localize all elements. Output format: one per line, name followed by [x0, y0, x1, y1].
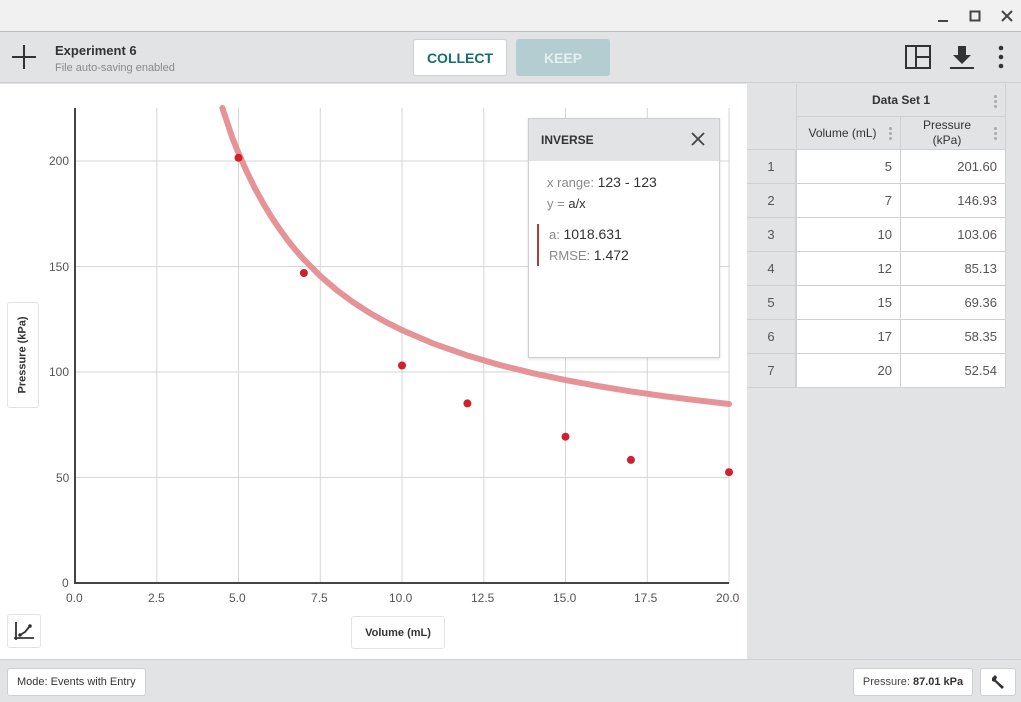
table-cell-volume[interactable]: 15	[796, 286, 901, 320]
close-icon	[691, 132, 705, 146]
column-2-label: Pressure (kPa)	[922, 118, 972, 147]
download-button[interactable]	[947, 42, 977, 72]
x-tick: 2.5	[148, 591, 165, 605]
row-index: 6	[747, 320, 796, 354]
table-cell-volume[interactable]: 7	[796, 184, 901, 218]
row-index: 7	[747, 354, 796, 388]
add-button[interactable]	[11, 44, 37, 70]
wrench-icon	[992, 675, 1004, 689]
minimize-button[interactable]	[933, 6, 953, 26]
inverse-fit-curve	[219, 105, 732, 407]
layout-button[interactable]	[903, 42, 933, 72]
y-tick: 150	[49, 260, 70, 274]
close-window-button[interactable]	[997, 6, 1017, 26]
more-menu-button[interactable]	[986, 42, 1016, 72]
x-tick: 20.0	[716, 591, 740, 605]
volume-column-menu-button[interactable]	[889, 127, 893, 141]
row-index: 2	[747, 184, 796, 218]
mode-button[interactable]: Mode: Events with Entry	[7, 668, 146, 696]
rmse-value: 1.472	[593, 247, 629, 263]
y-axis-label-button[interactable]: Pressure (kPa)	[7, 302, 39, 408]
table-cell-volume[interactable]: 17	[796, 320, 901, 354]
table-cell-volume[interactable]: 5	[796, 150, 901, 184]
x-tick: 12.5	[471, 591, 495, 605]
table-cell-pressure[interactable]: 85.13	[901, 252, 1006, 286]
x-range-label: x range:	[547, 175, 594, 190]
table-cell-pressure[interactable]: 58.35	[901, 320, 1006, 354]
rmse-label: RMSE:	[549, 248, 591, 263]
maximize-button[interactable]	[965, 6, 985, 26]
table-cell-pressure[interactable]: 146.93	[901, 184, 1006, 218]
x-tick: 7.5	[311, 591, 328, 605]
table-cell-volume[interactable]: 20	[796, 354, 901, 388]
autosave-status: File auto-saving enabled	[55, 62, 175, 74]
x-range-row: x range: 123 - 123	[547, 172, 719, 193]
more-vert-icon	[998, 45, 1004, 69]
pressure-column-menu-button[interactable]	[994, 127, 998, 141]
pressure-meter[interactable]: Pressure: 87.01 kPa	[853, 668, 973, 696]
fit-parameters: a: 1018.631 RMSE: 1.472	[537, 224, 719, 266]
row-index: 1	[747, 150, 796, 184]
graph-plot[interactable]	[0, 84, 747, 659]
dataset-menu-button[interactable]	[994, 95, 998, 109]
column-header-pressure[interactable]: Pressure (kPa)	[901, 117, 1006, 150]
dataset-title: Data Set 1	[871, 93, 931, 107]
x-tick: 5.0	[229, 591, 246, 605]
equation-row: y = a/x	[547, 193, 719, 214]
y-tick: 0	[62, 576, 69, 590]
graph-tools-icon	[14, 622, 34, 640]
close-icon	[1001, 10, 1013, 22]
meter-label: Pressure:	[862, 676, 910, 688]
popup-close-button[interactable]	[691, 132, 707, 148]
equation-label: y =	[547, 196, 565, 211]
y-axis-label: Pressure (kPa)	[17, 316, 30, 394]
column-header-volume[interactable]: Volume (mL)	[796, 117, 901, 150]
graph-panel: 0 50 100 150 200 0.0 2.5 5.0 7.5 10.0 12…	[0, 84, 747, 659]
x-tick: 17.5	[634, 591, 658, 605]
table-cell-pressure[interactable]: 201.60	[901, 150, 1006, 184]
table-cell-volume[interactable]: 10	[796, 218, 901, 252]
table-cell-pressure[interactable]: 52.54	[901, 354, 1006, 388]
row-index: 4	[747, 252, 796, 286]
y-tick: 100	[49, 365, 70, 379]
table-corner	[747, 84, 796, 150]
app-toolbar: Experiment 6 File auto-saving enabled CO…	[0, 32, 1021, 83]
minimize-icon	[938, 20, 948, 22]
row-index: 5	[747, 286, 796, 320]
collect-button[interactable]: COLLECT	[413, 39, 507, 76]
sensor-settings-button[interactable]	[980, 668, 1016, 696]
x-tick: 10.0	[389, 591, 413, 605]
table-cell-pressure[interactable]: 69.36	[901, 286, 1006, 320]
x-tick: 15.0	[553, 591, 577, 605]
dataset-header[interactable]: Data Set 1	[796, 84, 1006, 117]
popup-title: INVERSE	[529, 119, 719, 161]
x-axis-label-button[interactable]: Volume (mL)	[351, 616, 445, 649]
y-tick: 50	[56, 471, 70, 485]
a-label: a:	[549, 227, 560, 242]
row-index: 3	[747, 218, 796, 252]
download-icon	[950, 46, 974, 69]
column-1-label: Volume (mL)	[808, 126, 877, 140]
x-tick: 0.0	[66, 591, 83, 605]
data-table: Data Set 1 Volume (mL) Pressure (kPa) 1 …	[747, 84, 1021, 659]
maximize-icon	[969, 10, 981, 22]
equation-value: a/x	[568, 196, 586, 211]
a-value: 1018.631	[563, 226, 622, 242]
table-cell-volume[interactable]: 12	[796, 252, 901, 286]
curve-fit-popup: INVERSE x range: 123 - 123 y = a/x a: 10…	[528, 118, 720, 358]
status-bar: Mode: Events with Entry Pressure: 87.01 …	[0, 659, 1021, 702]
add-icon	[12, 45, 36, 69]
x-range-value: 123 - 123	[597, 174, 657, 190]
keep-button[interactable]: KEEP	[516, 39, 610, 76]
x-axis-label: Volume (mL)	[365, 626, 431, 639]
table-cell-pressure[interactable]: 103.06	[901, 218, 1006, 252]
experiment-title: Experiment 6	[55, 43, 137, 58]
y-tick: 200	[49, 154, 70, 168]
window-titlebar	[0, 0, 1021, 32]
meter-value: 87.01 kPa	[912, 676, 964, 688]
graph-tools-button[interactable]	[7, 614, 41, 648]
layout-icon	[905, 45, 931, 69]
